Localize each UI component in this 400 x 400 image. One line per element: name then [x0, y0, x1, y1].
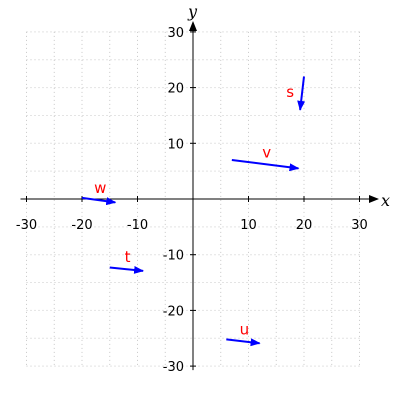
y-tick-label: 30 — [167, 26, 184, 41]
vector-label-s: s — [286, 83, 294, 101]
y-tick-label: -20 — [163, 304, 184, 319]
x-tick-label: 10 — [240, 218, 257, 233]
x-axis-label: x — [381, 191, 390, 210]
vector-label-u: u — [240, 320, 250, 338]
vector-t — [109, 265, 145, 274]
x-tick-label: 20 — [296, 218, 313, 233]
vector-s — [297, 76, 306, 111]
vector-label-t: t — [125, 248, 131, 266]
x-tick-label: -10 — [127, 218, 148, 233]
y-tick-label: -30 — [163, 360, 184, 375]
axes — [20, 21, 379, 371]
y-tick-label: 20 — [167, 82, 184, 97]
x-tick-label: 30 — [351, 218, 368, 233]
vectors: s v w t u — [81, 76, 306, 347]
x-tick-label: -20 — [71, 218, 92, 233]
y-tick-label: -10 — [163, 249, 184, 264]
vector-label-w: w — [94, 179, 106, 197]
x-tick-label: -30 — [16, 218, 37, 233]
tick-labels: -30 -20 -10 10 20 30 -30 -20 -10 10 20 30 — [16, 26, 368, 375]
vector-u — [226, 338, 261, 347]
vector-w — [81, 196, 117, 206]
y-tick-label: 10 — [167, 137, 184, 152]
vector-label-v: v — [262, 143, 271, 161]
y-axis-label: y — [187, 2, 198, 21]
vector-v — [231, 159, 300, 172]
